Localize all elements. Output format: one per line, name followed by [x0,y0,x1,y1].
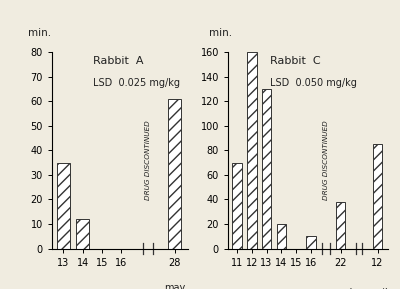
Text: Rabbit  A: Rabbit A [93,56,143,66]
Bar [247,52,256,249]
Text: LSD  0.050 mg/kg: LSD 0.050 mg/kg [270,77,356,88]
Text: may: may [164,283,185,289]
Text: min.: min. [209,28,232,38]
Bar [57,162,70,249]
Text: LSD  0.025 mg/kg: LSD 0.025 mg/kg [93,77,180,88]
Text: april: april [367,288,388,289]
Bar [168,99,181,249]
Bar [276,224,286,249]
Bar [262,89,271,249]
Bar [76,219,89,249]
Text: Rabbit  C: Rabbit C [270,56,320,66]
Text: march: march [325,288,356,289]
Bar [373,144,382,249]
Bar [232,162,242,249]
Bar [306,236,316,249]
Text: DRUG DISCONTINUED: DRUG DISCONTINUED [145,120,151,200]
Text: min.: min. [28,28,51,38]
Bar [336,202,346,249]
Text: DRUG DISCONTINUED: DRUG DISCONTINUED [323,120,329,200]
